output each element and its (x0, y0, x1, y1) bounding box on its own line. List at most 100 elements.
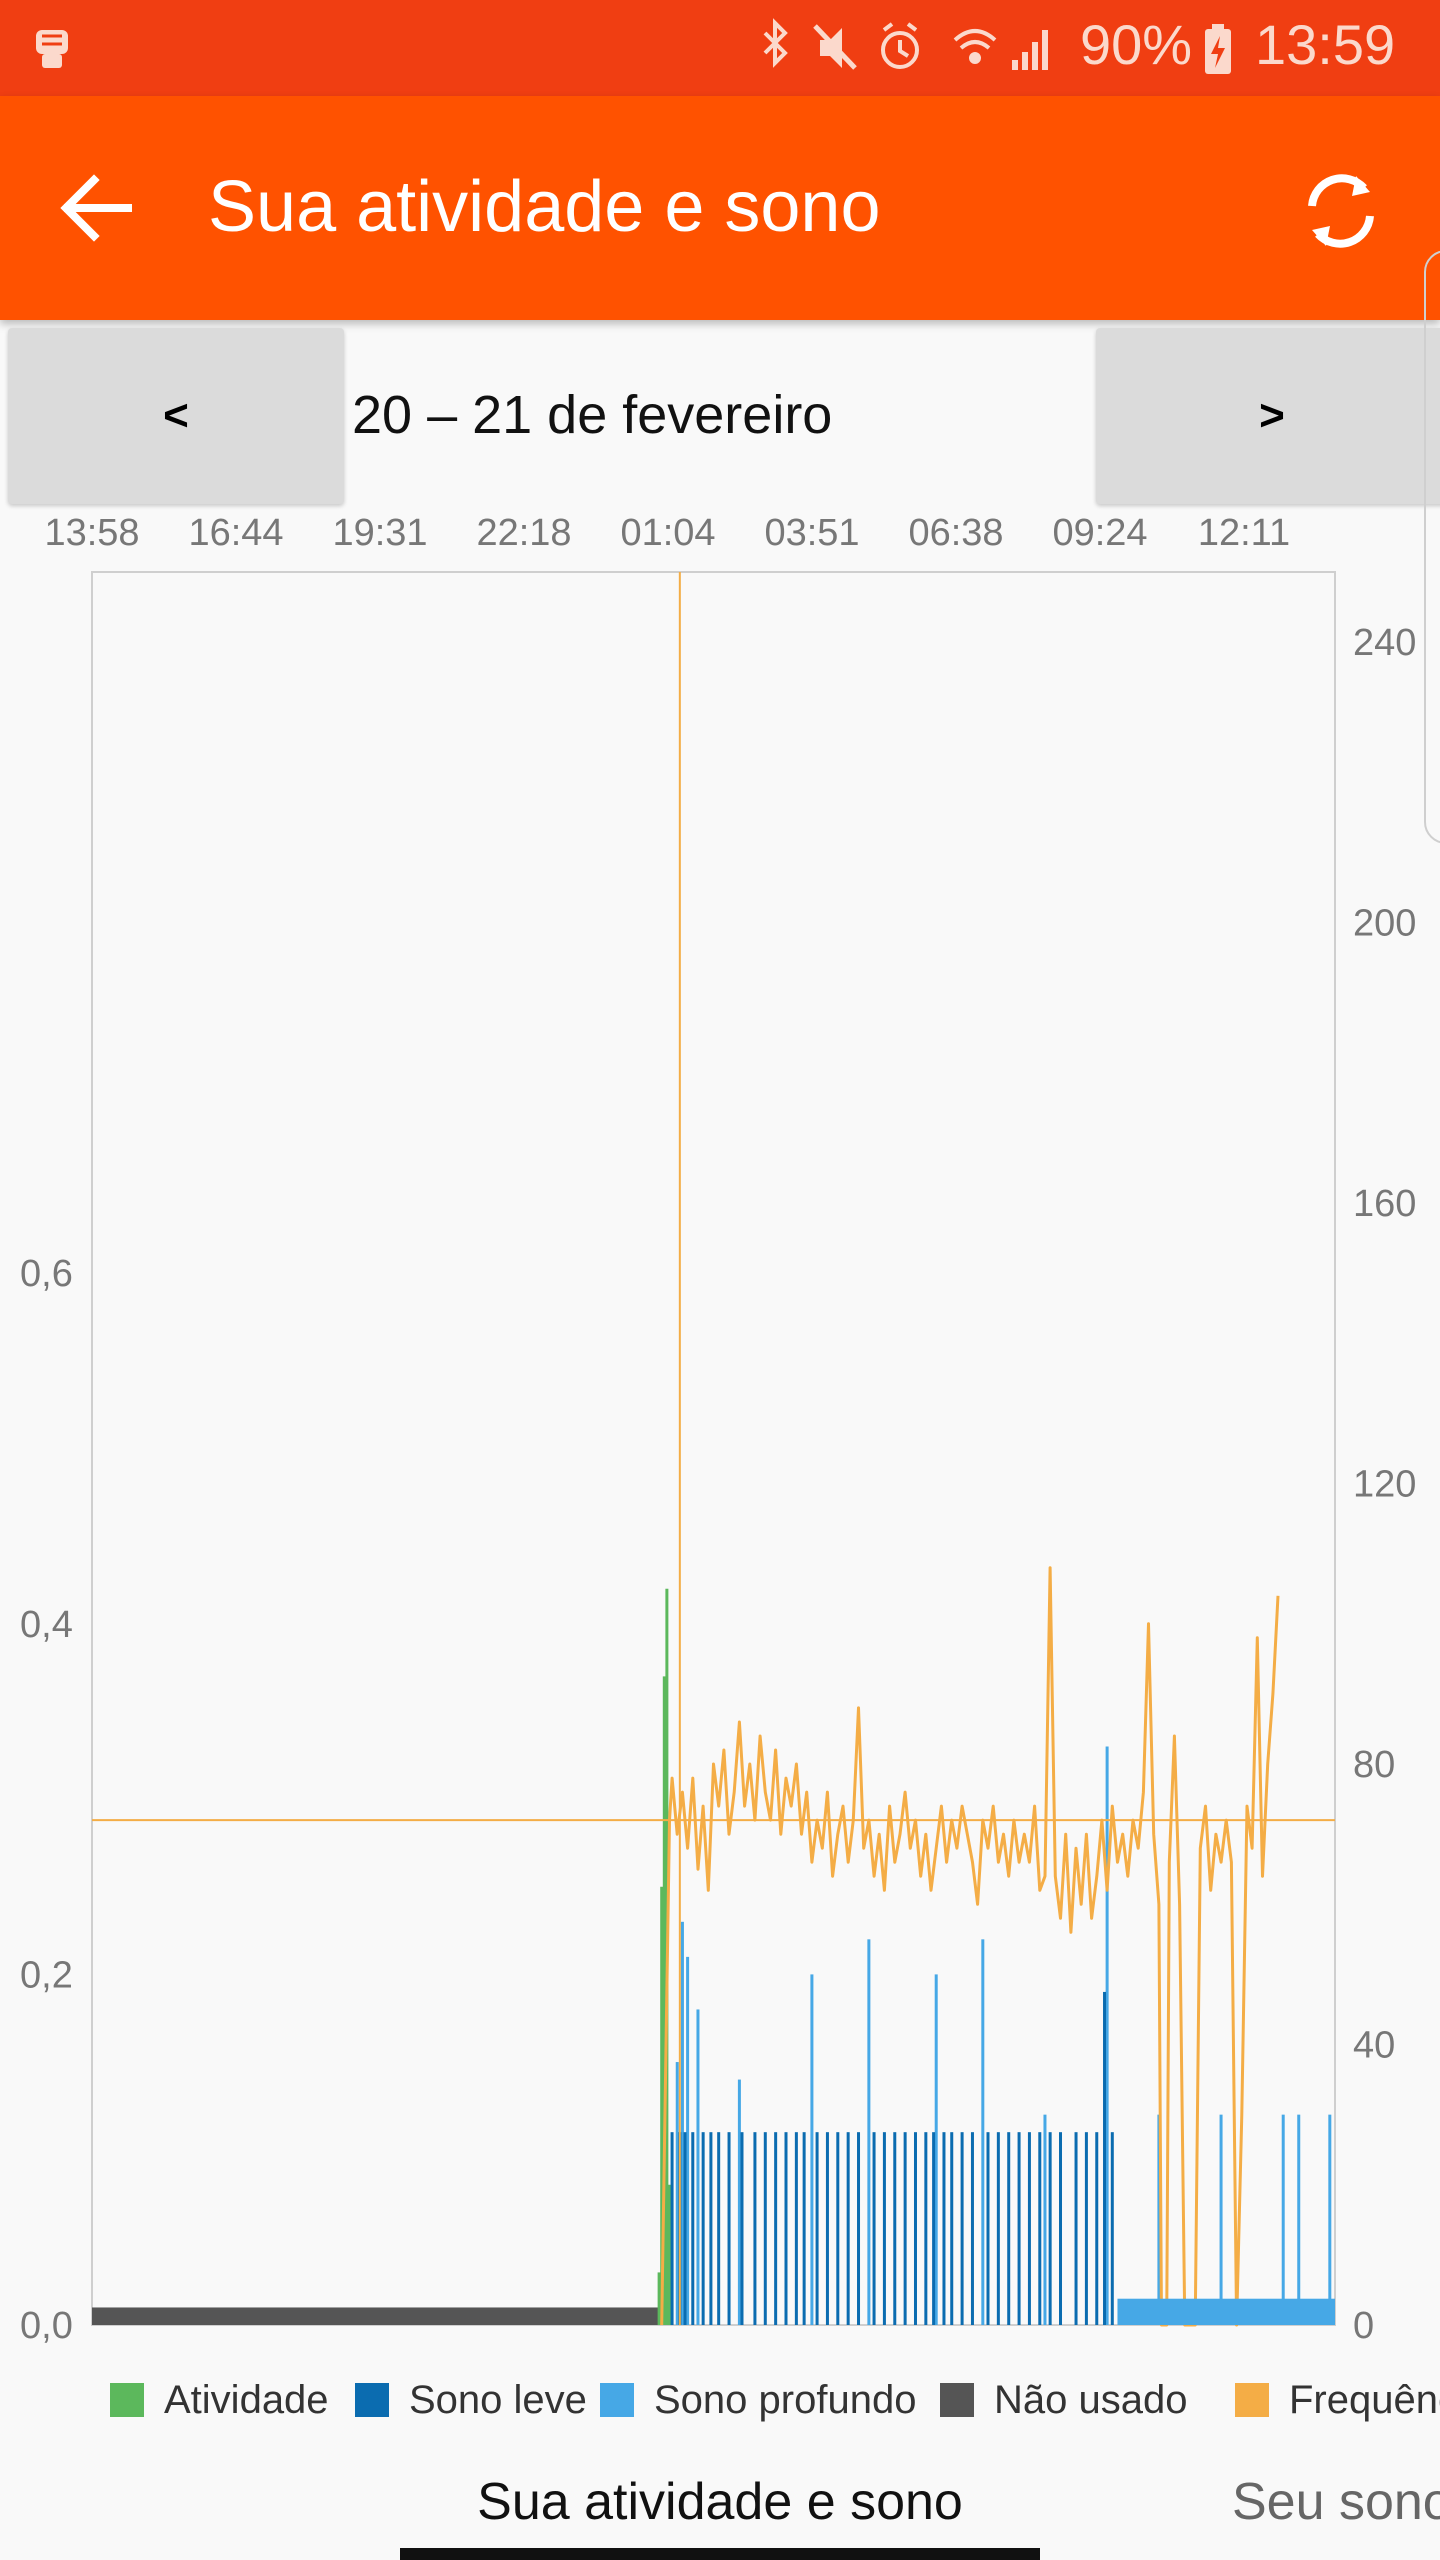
x-tick-labels: 13:58 16:44 19:31 22:18 01:04 03:51 06:38 09:24… (44, 512, 1290, 554)
battery-percentage: 90% (1080, 13, 1193, 76)
series-nao-usado (92, 2307, 662, 2325)
alarm-icon (881, 22, 919, 69)
chart-bar (670, 2132, 674, 2325)
y-left-tick-labels: 0,0 0,2 0,4 0,6 (20, 1253, 73, 2347)
x-tick-label: 01:04 (620, 512, 715, 554)
x-tick-label: 06:38 (908, 512, 1003, 554)
chart-bar (737, 2079, 741, 2325)
chart-bar (1095, 2132, 1099, 2325)
battery-charging-icon (1205, 24, 1231, 74)
deep-sleep-band (1169, 2307, 1206, 2325)
y-right-tick-label: 120 (1353, 1464, 1416, 1506)
plot-frame (91, 571, 1336, 2326)
x-tick-label: 13:58 (44, 512, 139, 554)
chart-bar (740, 2132, 744, 2325)
chart-bar (701, 2132, 705, 2325)
chart-bar (1048, 2132, 1052, 2325)
chart-bar (913, 2132, 917, 2325)
refresh-icon (1308, 174, 1374, 248)
chart-bar (924, 2132, 928, 2325)
chart-bar (1017, 2132, 1021, 2325)
chart-bar (696, 2009, 700, 2325)
legend-swatch (110, 2383, 144, 2417)
chart-bar (996, 2132, 1000, 2325)
series-sono-profundo-band (1117, 2298, 1335, 2325)
refresh-button[interactable] (1296, 166, 1386, 256)
chart-bar (675, 2062, 679, 2325)
chart-bar (794, 2132, 798, 2325)
chart-bar (986, 2132, 990, 2325)
chart-bar (857, 2132, 861, 2325)
chart-bar (1219, 2114, 1223, 2325)
chart-bar (709, 2132, 713, 2325)
chart-bar (1084, 2132, 1088, 2325)
chart-bar (657, 2272, 661, 2325)
deep-sleep-band (1117, 2298, 1335, 2325)
chart-bar (683, 2132, 687, 2325)
back-button[interactable] (48, 160, 148, 256)
legend-label: Não usado (994, 2377, 1188, 2422)
chart-bar (774, 2132, 778, 2325)
chart-bar (1110, 2132, 1114, 2325)
chart-bar (932, 2132, 936, 2325)
tab-activity-and-sleep[interactable]: Sua atividade e sono (400, 2466, 1040, 2560)
y-left-tick-label: 0,2 (20, 1954, 73, 1996)
chart-bar (981, 1939, 985, 2325)
back-arrow-icon (60, 174, 132, 242)
chart-bar (667, 2184, 671, 2325)
chart-bar (903, 2132, 907, 2325)
activity-sleep-chart: 13:58 16:44 19:31 22:18 01:04 03:51 06:38 09:24… (20, 512, 1416, 2347)
bluetooth-icon (763, 18, 788, 68)
y-right-tick-label: 80 (1353, 1744, 1395, 1786)
wifi-icon (953, 29, 997, 64)
legend-item: Frequência (1235, 2370, 1440, 2430)
chart-bar (1157, 2114, 1161, 2325)
page-title: Sua atividade e sono (208, 167, 881, 247)
mute-icon (813, 24, 857, 70)
legend-item: Atividade (110, 2370, 329, 2430)
legend-item: Não usado (940, 2370, 1187, 2430)
y-right-tick-labels: 0 40 80 120 160 200 240 (1353, 622, 1416, 2347)
y-right-tick-label: 240 (1353, 622, 1416, 664)
chart-bar (815, 2132, 819, 2325)
x-tick-label: 22:18 (476, 512, 571, 554)
y-left-tick-label: 0,0 (20, 2305, 73, 2347)
chart-bar (960, 2132, 964, 2325)
y-right-tick-label: 40 (1353, 2025, 1395, 2067)
x-tick-label: 16:44 (188, 512, 283, 554)
chart-bar (810, 1974, 814, 2325)
previous-day-button[interactable]: < (8, 328, 344, 504)
chart-bar (802, 2132, 806, 2325)
chart-bar (846, 2132, 850, 2325)
series-layer (92, 1566, 1335, 2327)
legend-swatch (1235, 2383, 1269, 2417)
heart-rate-line (660, 1566, 1280, 2327)
signal-icon (1012, 30, 1048, 70)
legend-label: Frequência (1289, 2377, 1440, 2422)
chart-bar (942, 2132, 946, 2325)
chart-bar (1103, 1991, 1107, 2325)
y-right-tick-label: 160 (1353, 1183, 1416, 1225)
y-right-tick-label: 0 (1353, 2305, 1374, 2347)
y-left-tick-label: 0,6 (20, 1253, 73, 1295)
chart-bar (686, 1956, 690, 2325)
series-frequencia-cardiaca (660, 1566, 1280, 2327)
legend-swatch (355, 2383, 389, 2417)
chart-bar (836, 2132, 840, 2325)
chart-bar (1038, 2132, 1042, 2325)
legend-label: Sono profundo (654, 2377, 917, 2422)
x-tick-label: 19:31 (332, 512, 427, 554)
legend-swatch (600, 2383, 634, 2417)
chart-bar (934, 1974, 938, 2325)
chart-bar (1281, 2114, 1285, 2325)
chart-bar (872, 2132, 876, 2325)
chart-bar (825, 2132, 829, 2325)
legend-swatch (940, 2383, 974, 2417)
legend-label: Sono leve (409, 2377, 587, 2422)
chart-bar (784, 2132, 788, 2325)
tab-your-sleep[interactable]: Seu sono (1232, 2473, 1440, 2531)
next-day-button[interactable]: > (1096, 328, 1440, 504)
x-tick-label: 09:24 (1052, 512, 1147, 554)
not-worn-band (92, 2307, 662, 2325)
chart-bar (660, 1886, 664, 2325)
